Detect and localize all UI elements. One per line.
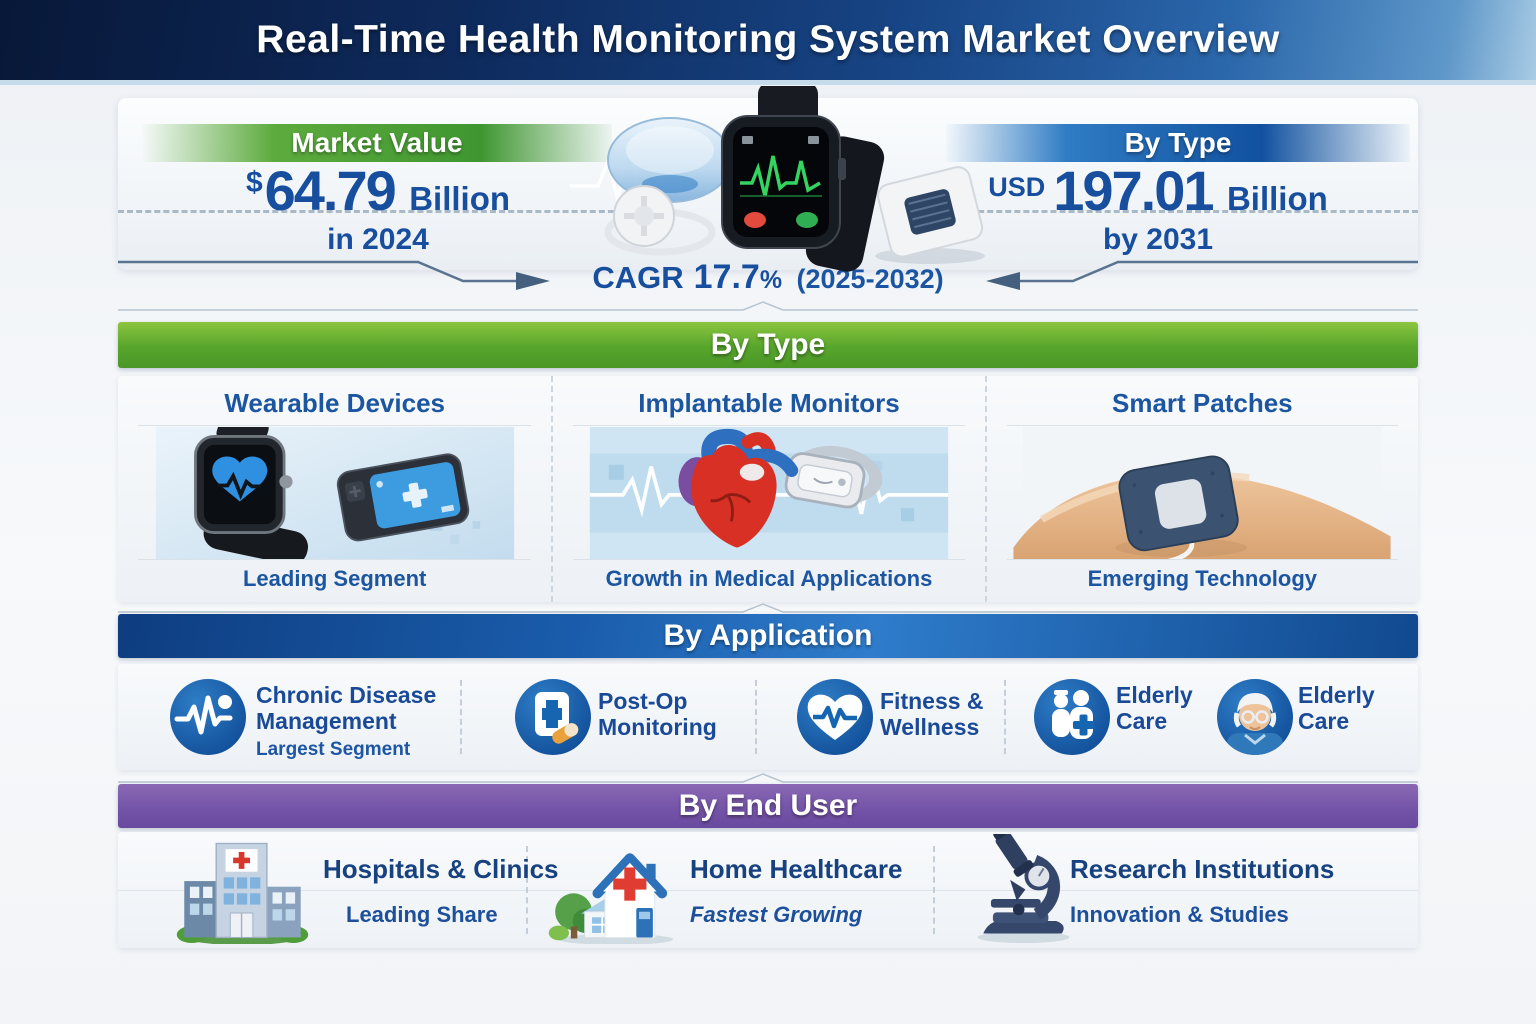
cagr-range: (2025-2032) xyxy=(796,264,944,294)
home-cross-icon xyxy=(548,853,674,944)
by-type-banner-label: By Type xyxy=(710,328,826,361)
health-devices-illustration xyxy=(570,86,985,272)
type-col-implantable: Implantable Monitors xyxy=(551,376,984,602)
app-item-label: Post-Op Monitoring xyxy=(598,688,717,740)
market-value-period: in 2024 xyxy=(327,223,429,256)
by-end-user-banner-label: By End User xyxy=(678,789,858,822)
end-user-title: Home Healthcare xyxy=(690,854,903,884)
by-end-user-panel: Hospitals & Clinics Leading Share Home H… xyxy=(118,832,1418,948)
app-item-sub: Largest Segment xyxy=(256,739,411,760)
cagr-text: CAGR 17.7% (2025-2032) xyxy=(118,254,1418,300)
type-col-caption: Growth in Medical Applications xyxy=(605,566,933,591)
fitness-tracker-icon xyxy=(336,452,469,541)
elderly-person-icon xyxy=(1217,679,1293,755)
implant-loop-recorder-icon xyxy=(604,185,716,256)
divider xyxy=(460,680,462,754)
by-application-banner: By Application xyxy=(118,614,1418,658)
end-user-sub: Leading Share xyxy=(346,902,498,927)
section-divider xyxy=(118,773,1418,783)
section-divider xyxy=(118,603,1418,613)
app-item-label: Chronic Disease Management Largest Segme… xyxy=(256,682,452,763)
arrow-left-icon xyxy=(986,272,1020,290)
microscope-icon xyxy=(977,834,1070,944)
divider xyxy=(755,680,757,754)
divider xyxy=(1006,559,1398,560)
divider xyxy=(1006,425,1398,426)
type-col-title: Smart Patches xyxy=(1112,388,1293,418)
cagr-percent-sign: % xyxy=(759,266,783,294)
right-connector-line xyxy=(1020,260,1418,283)
cagr-label: CAGR xyxy=(592,260,684,295)
divider xyxy=(118,890,1418,891)
smart-patch-icon xyxy=(1118,455,1239,551)
market-value-2031: USD 197.01 Billion by 2031 xyxy=(928,158,1388,257)
type-col-caption: Emerging Technology xyxy=(1087,566,1318,591)
forecast-value-period: by 2031 xyxy=(1102,223,1214,256)
by-type-ribbon: By Type xyxy=(946,124,1410,162)
caregiver-cross-icon xyxy=(1034,679,1110,755)
end-user-title: Hospitals & Clinics xyxy=(323,854,559,884)
divider xyxy=(138,425,532,426)
implantable-heart-illustration xyxy=(589,426,949,559)
medical-cross-pill-icon xyxy=(515,679,591,755)
market-value-ribbon: Market Value xyxy=(142,124,612,162)
divider xyxy=(933,846,935,934)
divider xyxy=(573,559,965,560)
market-value-unit: Billion xyxy=(409,180,511,217)
left-connector-line xyxy=(118,260,516,283)
type-col-title: Wearable Devices xyxy=(224,388,445,418)
patch-sensor-icon xyxy=(875,166,985,264)
app-item-label: Fitness & Wellness xyxy=(880,688,984,740)
by-application-banner-label: By Application xyxy=(663,619,873,652)
currency-symbol: $ xyxy=(245,166,263,199)
market-value-ribbon-label: Market Value xyxy=(291,127,463,158)
divider xyxy=(526,846,528,934)
arrow-right-icon xyxy=(516,272,550,290)
end-user-title: Research Institutions xyxy=(1070,854,1335,884)
forecast-value-number: 197.01 xyxy=(1053,159,1214,222)
forecast-value-unit: Billion xyxy=(1226,180,1328,217)
type-col-title: Implantable Monitors xyxy=(638,388,900,418)
app-item-label: Elderly Care xyxy=(1116,682,1193,734)
header-bar: Real-Time Health Monitoring System Marke… xyxy=(0,0,1536,85)
divider xyxy=(1004,680,1006,754)
page-title: Real-Time Health Monitoring System Marke… xyxy=(256,18,1280,61)
ecg-smartwatch-icon xyxy=(721,86,885,272)
heart-pulse-icon xyxy=(797,679,873,755)
heart-smartwatch-icon xyxy=(193,426,308,559)
divider xyxy=(573,425,965,426)
by-type-panel: Wearable Devices xyxy=(118,376,1418,602)
by-type-banner: By Type xyxy=(118,322,1418,368)
app-item-label: Elderly Care xyxy=(1298,682,1375,734)
divider xyxy=(138,559,532,560)
sensor-wire xyxy=(1167,536,1195,559)
wearables-illustration xyxy=(155,426,514,559)
cagr-row: CAGR 17.7% (2025-2032) xyxy=(118,254,1418,300)
market-value-number: 64.79 xyxy=(264,159,397,222)
currency-code: USD xyxy=(988,172,1046,202)
dashed-connector-left xyxy=(118,210,623,213)
cagr-value: 17.7 xyxy=(693,258,760,296)
section-divider xyxy=(118,301,1418,311)
dashed-connector-right xyxy=(933,210,1418,213)
cagr-arrow-connectors xyxy=(118,260,1418,290)
end-user-sub: Innovation & Studies xyxy=(1070,902,1289,927)
market-value-2024: $64.79 Billion in 2024 xyxy=(158,158,598,257)
by-application-panel: Chronic Disease Management Largest Segme… xyxy=(118,664,1418,770)
anatomical-heart-icon xyxy=(678,428,799,548)
hospital-building-icon xyxy=(176,842,309,944)
hero-panel: Market Value By Type $64.79 Billion in 2… xyxy=(118,86,1418,272)
type-col-wearable: Wearable Devices xyxy=(118,376,551,602)
type-col-smart-patches: Smart Patches xyxy=(984,376,1418,602)
by-end-user-banner: By End User xyxy=(118,784,1418,828)
pulse-circle-icon xyxy=(170,679,246,755)
by-type-ribbon-label: By Type xyxy=(1124,127,1232,158)
type-col-caption: Leading Segment xyxy=(242,566,427,591)
smart-patch-arm-illustration xyxy=(1013,426,1391,559)
glass-pod-device-icon xyxy=(607,117,733,203)
end-user-sub: Fastest Growing xyxy=(690,902,863,927)
